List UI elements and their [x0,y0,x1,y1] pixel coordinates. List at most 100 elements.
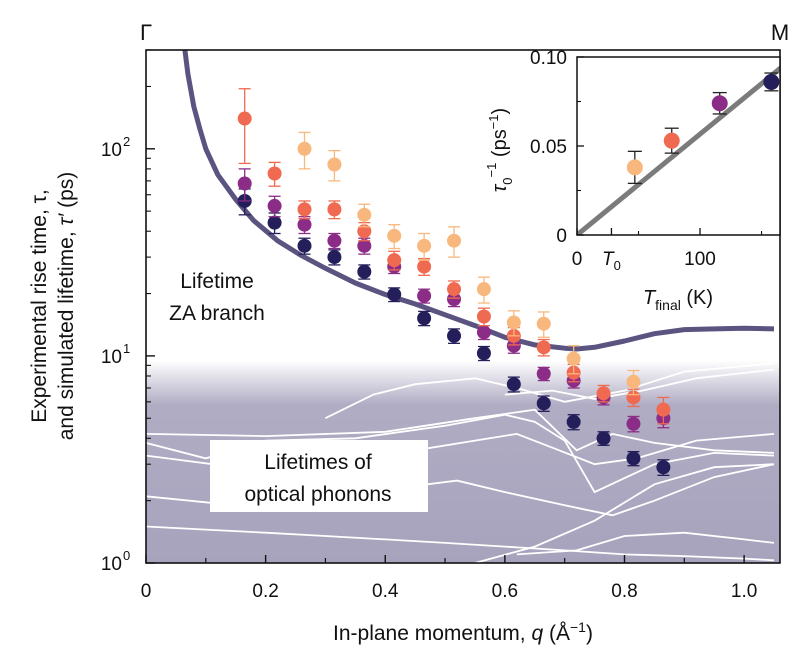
x-axis-label: In-plane momentum, q (Å−1) [333,619,593,645]
point-dark-5 [387,287,402,303]
inset-x-axis-ticks: 0 100 [572,228,763,270]
za-branch-lifetime-line [182,50,775,352]
marker-purple [267,198,282,213]
marker-dark [506,377,521,392]
marker-peach [536,316,551,331]
m-point-label: M [771,20,789,45]
point-coral-14 [656,396,671,425]
marker-purple [297,217,312,232]
marker-dark [417,311,432,326]
inset-point-3 [763,72,780,92]
marker-coral [596,386,611,401]
point-peach-6 [476,276,491,304]
point-dark-9 [506,376,521,393]
optical-curve-5 [146,525,775,562]
marker-peach [447,233,462,248]
point-coral-2 [297,200,312,220]
marker-peach [327,157,342,172]
marker-coral [297,202,312,217]
inset-linear-fit-line [577,65,780,235]
y-axis-label: Experimental rise time, τ, and simulated… [28,172,78,441]
marker-dark [596,431,611,446]
marker-dark [297,238,312,253]
point-purple-3 [327,232,342,250]
inset-point-2 [711,91,728,115]
inset-marker [711,95,728,112]
marker-peach [387,228,402,243]
inset-y-tick-label: 0 [556,226,567,247]
point-peach-8 [536,311,551,338]
marker-peach [417,238,432,253]
marker-dark [327,250,342,265]
za-annotation-line1: Lifetime [180,270,254,293]
point-coral-10 [536,338,551,357]
marker-peach [506,315,521,330]
point-purple-2 [297,216,312,235]
point-peach-1 [327,149,342,182]
marker-dark [476,346,491,361]
point-dark-8 [476,345,491,362]
point-peach-5 [447,226,462,258]
marker-purple [626,416,641,431]
point-purple-0 [237,168,252,202]
marker-coral [327,202,342,217]
y-axis-label-line1: Experimental rise time, τ, [28,189,51,423]
marker-coral [476,309,491,324]
marker-purple [327,233,342,248]
inset-y-axis-ticks: 0 0.05 0.10 [530,48,584,247]
inset-x-tick-label: 0 [572,249,583,270]
point-peach-10 [626,369,641,396]
x-tick-label: 0.4 [372,581,399,602]
point-peach-2 [357,203,372,228]
za-annotation-line2: ZA branch [169,302,265,325]
marker-coral [626,390,641,405]
optical-curve-1 [146,408,775,454]
point-coral-5 [387,250,402,271]
point-purple-6 [417,288,432,304]
inset-marker [663,132,680,149]
marker-peach [566,351,581,366]
point-coral-3 [327,200,342,220]
inset-point-1 [663,127,680,154]
marker-dark [536,396,551,411]
svg-text:τ0−1 (ps−1): τ0−1 (ps−1) [484,108,515,192]
x-tick-label: 0.6 [492,581,518,602]
inset-y-tick-label: 0.10 [530,48,567,69]
marker-coral [357,224,372,239]
point-peach-9 [566,345,581,375]
marker-purple [447,292,462,307]
x-tick-label: 1.0 [731,581,757,602]
x-tick-label: 0 [141,581,152,602]
marker-purple [237,176,252,191]
inset-marker [763,73,780,90]
point-coral-0 [237,88,252,165]
inset-y-tick-label: 0.05 [530,137,567,158]
point-dark-10 [536,395,551,412]
marker-coral [267,166,282,181]
optical-curve-8 [504,368,775,400]
optical-annotation-line1: Lifetimes of [264,451,372,474]
marker-dark [447,328,462,343]
point-dark-11 [566,414,581,431]
marker-peach [476,282,491,297]
point-dark-4 [357,264,372,280]
inset-marker [626,159,643,176]
point-peach-3 [387,224,402,250]
marker-peach [626,374,641,389]
marker-dark [626,451,641,466]
inset-plot: 0 100 0 0.05 0.10 T0 Tfinal (K) τ0−1 (ps−1) [484,48,781,313]
y-tick-exponent: 2 [123,134,130,149]
data-points [237,88,671,476]
marker-coral [656,402,671,417]
x-axis-ticks: 0 0.2 0.4 0.6 0.8 1.0 [141,555,757,602]
point-coral-8 [476,307,491,327]
marker-coral [536,340,551,355]
marker-coral [417,259,432,274]
point-dark-3 [327,249,342,266]
marker-dark [656,460,671,475]
point-coral-1 [267,161,282,187]
inset-point-0 [626,150,643,185]
optical-annotation-line2: optical phonons [244,483,391,506]
y-axis-label-line2: and simulated lifetime, τ′ (ps) [55,172,78,441]
